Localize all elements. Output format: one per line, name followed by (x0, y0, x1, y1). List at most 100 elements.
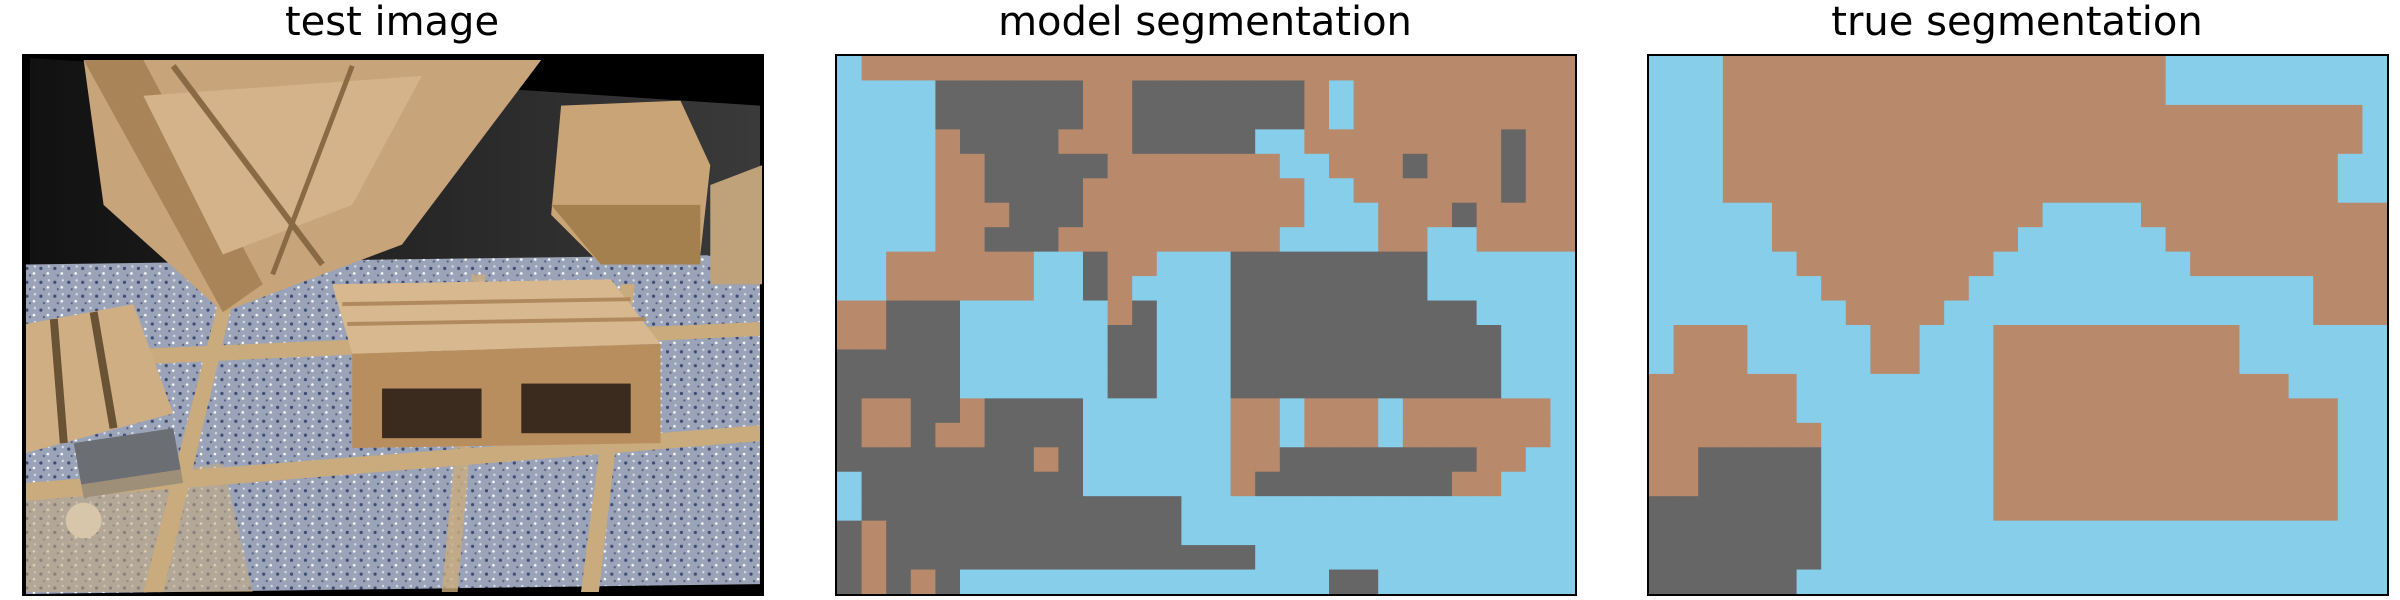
floor-cell (1919, 569, 1945, 594)
floor-cell (2362, 545, 2387, 571)
dark-cell (1329, 300, 1355, 326)
wood-cell (1476, 227, 1502, 253)
dark-cell (1796, 545, 1822, 571)
floor-cell (1550, 545, 1575, 571)
wood-cell (2141, 373, 2167, 399)
floor-cell (1353, 202, 1379, 228)
wood-cell (960, 178, 986, 204)
floor-cell (910, 153, 936, 179)
dark-cell (1402, 300, 1428, 326)
wood-cell (1968, 153, 1994, 179)
floor-cell (1427, 251, 1453, 277)
wood-cell (1649, 471, 1675, 497)
dark-cell (1649, 520, 1675, 546)
floor-cell (1082, 300, 1109, 326)
dark-cell (910, 373, 936, 399)
floor-cell (1550, 300, 1575, 326)
wood-cell (1476, 422, 1502, 448)
wood-cell (2263, 471, 2290, 497)
wood-cell (1747, 104, 1773, 130)
wood-cell (2116, 349, 2142, 375)
dark-cell (1402, 471, 1428, 497)
wood-cell (1304, 104, 1330, 130)
wood-cell (1550, 129, 1575, 155)
floor-cell (837, 129, 863, 155)
floor-cell (1944, 300, 1970, 326)
dark-cell (984, 178, 1010, 204)
dark-cell (861, 496, 887, 522)
wood-cell (1796, 202, 1822, 228)
dark-cell (1132, 545, 1158, 571)
wood-cell (1255, 422, 1281, 448)
wood-cell (2018, 80, 2044, 106)
floor-cell (1550, 373, 1575, 399)
wood-cell (2190, 202, 2216, 228)
floor-cell (1845, 569, 1871, 594)
wood-cell (1427, 178, 1453, 204)
floor-cell (2165, 520, 2191, 546)
floor-cell (1968, 300, 1994, 326)
wood-cell (2239, 422, 2265, 448)
floor-cell (1525, 569, 1551, 594)
floor-cell (2288, 349, 2314, 375)
floor-cell (1968, 276, 1994, 302)
floor-cell (1550, 325, 1575, 351)
wood-cell (1501, 104, 1527, 130)
floor-cell (2141, 545, 2167, 571)
true-segmentation-mask (1649, 56, 2387, 594)
floor-cell (1821, 398, 1847, 424)
wood-cell (2313, 496, 2339, 522)
wood-cell (1698, 422, 1724, 448)
wood-cell (935, 422, 961, 448)
wood-cell (1944, 202, 1970, 228)
floor-cell (1747, 202, 1773, 228)
floor-cell (1279, 422, 1305, 448)
dark-cell (1476, 373, 1502, 399)
floor-cell (1993, 569, 2019, 594)
floor-cell (2337, 545, 2363, 571)
floor-cell (1772, 349, 1798, 375)
wood-cell (1772, 422, 1798, 448)
wood-cell (2141, 104, 2167, 130)
wood-cell (2018, 178, 2044, 204)
floor-cell (2091, 569, 2117, 594)
dark-cell (1304, 447, 1330, 473)
wood-cell (1550, 202, 1575, 228)
floor-cell (1279, 545, 1305, 571)
floor-cell (1329, 178, 1355, 204)
dark-cell (1427, 471, 1453, 497)
wood-cell (1796, 251, 1822, 277)
floor-cell (910, 227, 936, 253)
floor-cell (1206, 300, 1232, 326)
floor-cell (2263, 545, 2290, 571)
floor-cell (1329, 520, 1355, 546)
dark-cell (1009, 153, 1035, 179)
wood-cell (2067, 153, 2093, 179)
floor-cell (1353, 496, 1379, 522)
floor-cell (2337, 349, 2363, 375)
dark-cell (1107, 349, 1133, 375)
floor-cell (1082, 349, 1109, 375)
wood-cell (886, 398, 912, 424)
wood-cell (2239, 496, 2265, 522)
floor-cell (837, 276, 863, 302)
dark-cell (1698, 496, 1724, 522)
wood-cell (1772, 129, 1798, 155)
wood-cell (1772, 153, 1798, 179)
floor-cell (1181, 569, 1207, 594)
dark-cell (1033, 398, 1059, 424)
wood-cell (1132, 251, 1158, 277)
dark-cell (1501, 178, 1527, 204)
floor-cell (1304, 178, 1330, 204)
floor-cell (2263, 80, 2290, 106)
floor-cell (1156, 251, 1182, 277)
wood-cell (1132, 56, 1158, 82)
floor-cell (2337, 325, 2363, 351)
wood-cell (1304, 80, 1330, 106)
floor-cell (2263, 300, 2290, 326)
floor-cell (861, 80, 887, 106)
wood-cell (1673, 373, 1699, 399)
wood-cell (1107, 300, 1133, 326)
floor-cell (1968, 545, 1994, 571)
dark-cell (935, 349, 961, 375)
